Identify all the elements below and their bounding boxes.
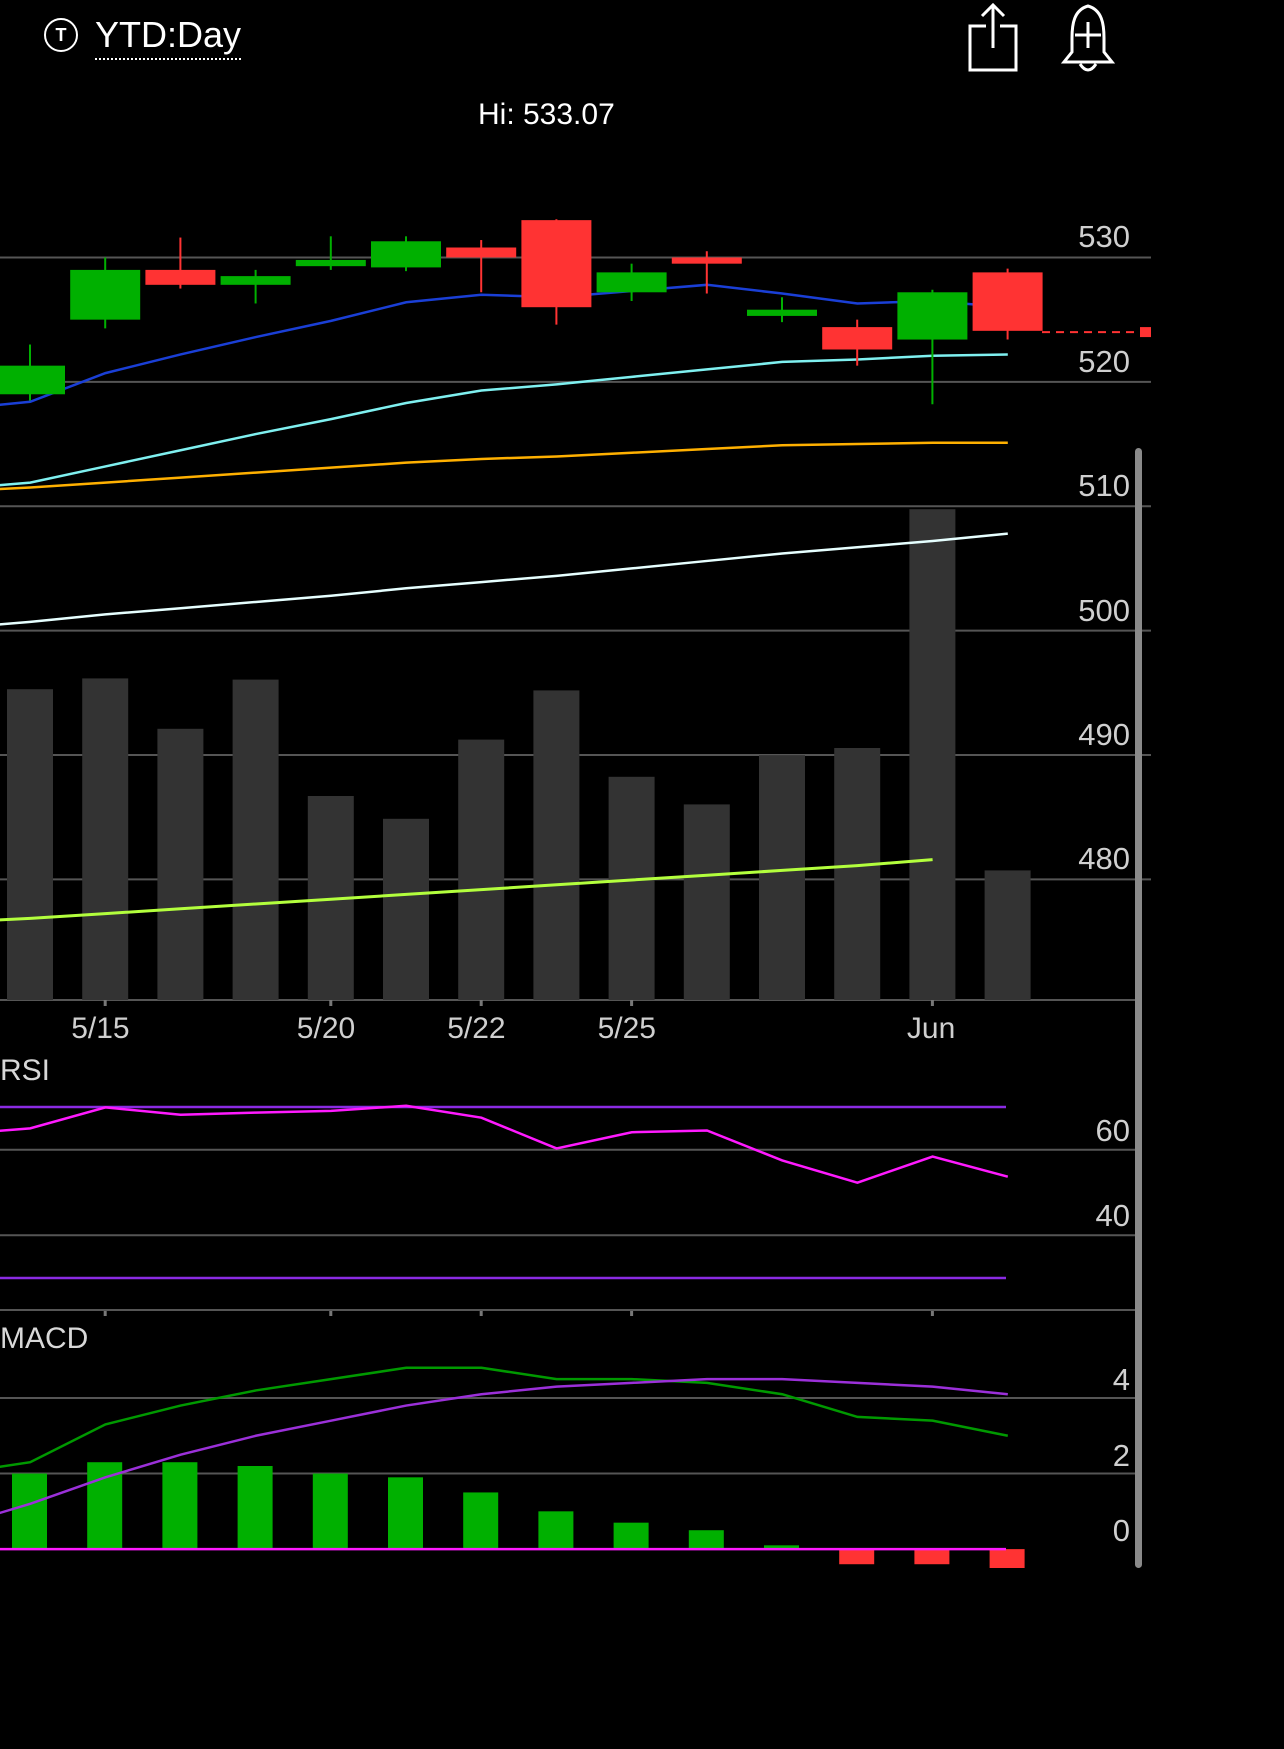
volume-bar (984, 870, 1031, 1000)
ma-long-line (0, 441, 1008, 491)
macd-title: MACD (0, 1322, 89, 1355)
volume-bar (834, 748, 881, 1000)
volume-bar (458, 739, 505, 1000)
macd-histogram-bar (538, 1511, 574, 1550)
top-bar: T YTD:Day (0, 0, 1151, 80)
price-axis-label: 520 (1078, 343, 1130, 379)
macd-histogram-bar (87, 1462, 123, 1550)
x-axis-label: Jun (906, 1012, 956, 1045)
price-axis-label: 510 (1078, 468, 1130, 504)
macd-line (0, 1366, 1009, 1469)
volume-bar (909, 509, 956, 1000)
volume-bar (157, 728, 204, 1000)
ma-200-line (0, 532, 1008, 626)
macd-histogram-bar (237, 1466, 273, 1550)
macd-histogram-bar (388, 1477, 423, 1550)
bell-plus-icon[interactable] (1056, 0, 1120, 78)
macd-histogram-bar (688, 1530, 724, 1550)
ma-mid-line (0, 353, 1008, 487)
price-axis-label: 480 (1078, 841, 1130, 877)
macd-histogram-bar (312, 1473, 348, 1550)
volume-bar (533, 690, 580, 1000)
volume-bar (759, 755, 805, 1000)
macd-histogram-bar (463, 1492, 499, 1550)
x-axis-label: 5/15 (71, 1012, 130, 1045)
candle-down (671, 257, 742, 264)
candle-up (747, 309, 817, 316)
macd-histogram-bar (12, 1473, 47, 1550)
macd-histogram-bar (989, 1549, 1025, 1568)
candle-down (972, 272, 1043, 331)
macd-histogram-bar (914, 1549, 950, 1565)
candle-up (897, 292, 968, 340)
rsi-axis-label: 60 (1095, 1112, 1130, 1148)
price-axis-label: 530 (1078, 219, 1130, 255)
candle-down (145, 269, 216, 285)
macd-histogram-bar (613, 1522, 649, 1550)
macd-histogram-bar (764, 1545, 799, 1550)
volume-bar (7, 689, 53, 1000)
macd-axis-label: 2 (1112, 1437, 1130, 1473)
high-price-label: Hi: 533.07 (478, 98, 615, 131)
candle-up (371, 241, 441, 268)
stock-chart[interactable] (0, 0, 1151, 1568)
volume-bar (82, 678, 129, 1000)
price-axis-label: 490 (1078, 716, 1130, 752)
candle-up (0, 365, 65, 395)
symbol-logo-icon: T (44, 18, 78, 52)
rsi-axis-label: 40 (1095, 1198, 1130, 1234)
rsi-line (0, 1104, 1009, 1184)
volume-bar (232, 679, 279, 1000)
last-price-marker (1140, 327, 1151, 338)
macd-axis-label: 0 (1112, 1513, 1130, 1549)
price-axis-label: 500 (1078, 592, 1130, 628)
candle-up (70, 269, 141, 320)
macd-histogram-bar (839, 1549, 875, 1565)
macd-signal-line (0, 1377, 1008, 1515)
volume-bar (608, 776, 655, 1000)
candle-up (295, 259, 366, 267)
candle-down (446, 247, 517, 258)
candle-down (822, 327, 893, 350)
macd-histogram-bar (162, 1462, 198, 1550)
x-axis-label: 5/20 (296, 1012, 356, 1045)
x-axis-label: 5/22 (447, 1012, 506, 1045)
ma-short-line (0, 283, 1008, 406)
candle-up (596, 272, 667, 293)
macd-axis-label: 4 (1112, 1362, 1130, 1397)
range-selector[interactable]: YTD:Day (95, 12, 242, 60)
candle-up (220, 276, 291, 285)
rsi-title: RSI (0, 1054, 51, 1087)
scrollbar[interactable] (1135, 448, 1142, 1568)
x-axis-label: 5/25 (597, 1012, 656, 1045)
candle-down (521, 220, 592, 308)
volume-average-line (0, 858, 933, 922)
volume-bar (383, 818, 429, 1000)
share-icon[interactable] (962, 0, 1022, 78)
volume-bar (683, 804, 730, 1000)
